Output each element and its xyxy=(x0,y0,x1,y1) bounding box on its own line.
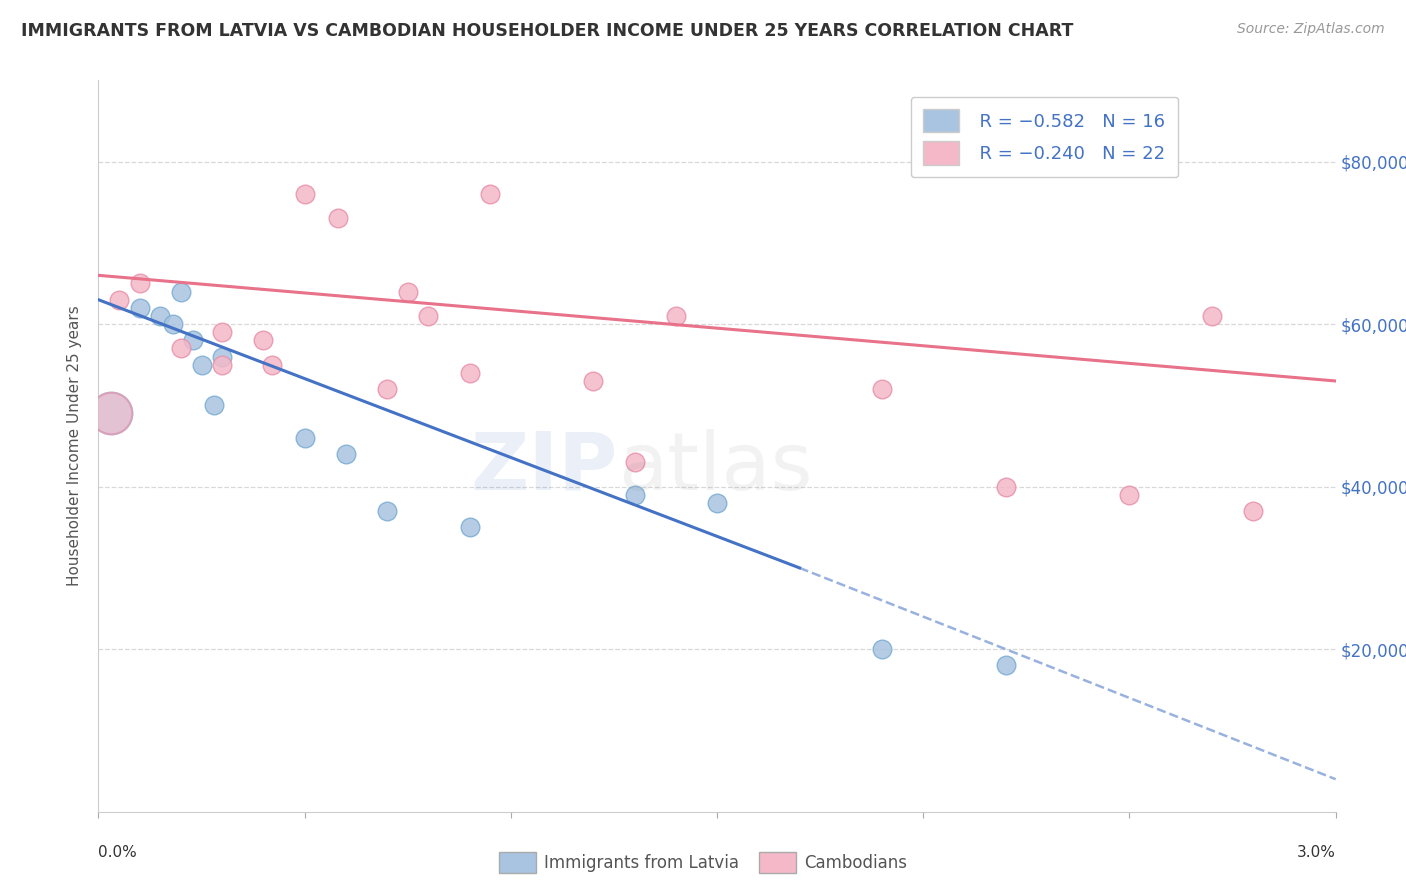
Point xyxy=(128,301,150,315)
Point xyxy=(170,342,193,356)
Point xyxy=(458,366,481,380)
Text: atlas: atlas xyxy=(619,429,813,507)
Text: 3.0%: 3.0% xyxy=(1296,845,1336,860)
Point xyxy=(706,496,728,510)
Point xyxy=(108,293,131,307)
Text: Source: ZipAtlas.com: Source: ZipAtlas.com xyxy=(1237,22,1385,37)
Point xyxy=(252,334,274,348)
Y-axis label: Householder Income Under 25 years: Householder Income Under 25 years xyxy=(67,306,83,586)
Legend:   R = −0.582   N = 16,   R = −0.240   N = 22: R = −0.582 N = 16, R = −0.240 N = 22 xyxy=(911,96,1178,178)
Point xyxy=(202,398,225,412)
Point xyxy=(870,642,893,657)
Point xyxy=(162,317,184,331)
Point xyxy=(418,309,440,323)
Point xyxy=(260,358,283,372)
Point xyxy=(870,382,893,396)
Legend: Immigrants from Latvia, Cambodians: Immigrants from Latvia, Cambodians xyxy=(492,846,914,880)
Point xyxy=(326,211,349,226)
Point xyxy=(128,277,150,291)
Point xyxy=(623,455,645,469)
Point xyxy=(149,309,172,323)
Point xyxy=(211,358,233,372)
Point xyxy=(994,658,1017,673)
Point xyxy=(1201,309,1223,323)
Point xyxy=(375,504,398,518)
Point xyxy=(335,447,357,461)
Point xyxy=(211,350,233,364)
Point xyxy=(211,325,233,339)
Point xyxy=(294,187,316,202)
Point xyxy=(181,334,204,348)
Point xyxy=(623,488,645,502)
Point xyxy=(1241,504,1264,518)
Point xyxy=(994,480,1017,494)
Point xyxy=(458,520,481,534)
Text: IMMIGRANTS FROM LATVIA VS CAMBODIAN HOUSEHOLDER INCOME UNDER 25 YEARS CORRELATIO: IMMIGRANTS FROM LATVIA VS CAMBODIAN HOUS… xyxy=(21,22,1073,40)
Text: 0.0%: 0.0% xyxy=(98,845,138,860)
Point xyxy=(190,358,212,372)
Text: ZIP: ZIP xyxy=(471,429,619,507)
Point xyxy=(665,309,688,323)
Point xyxy=(479,187,502,202)
Point xyxy=(100,407,122,421)
Point xyxy=(170,285,193,299)
Point xyxy=(375,382,398,396)
Point xyxy=(582,374,605,388)
Point xyxy=(1118,488,1140,502)
Point xyxy=(396,285,419,299)
Point xyxy=(100,407,122,421)
Point xyxy=(294,431,316,445)
